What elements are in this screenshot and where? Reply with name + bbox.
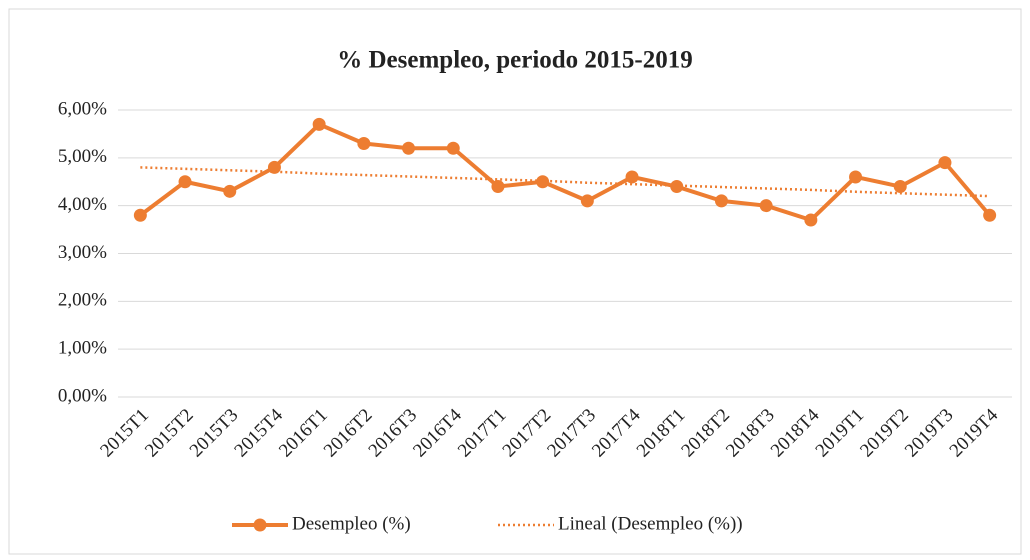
data-line xyxy=(139,122,992,223)
data-point xyxy=(312,117,326,131)
y-tick-label: 1,00% xyxy=(58,338,107,359)
data-point xyxy=(893,180,907,194)
y-tick-label: 2,00% xyxy=(58,290,107,311)
legend-label: Lineal (Desempleo (%)) xyxy=(558,513,743,534)
data-point xyxy=(536,175,550,189)
y-tick-label: 6,00% xyxy=(58,98,107,119)
y-tick-label: 4,00% xyxy=(58,194,107,215)
y-tick-label: 5,00% xyxy=(58,146,107,167)
data-point xyxy=(714,194,728,208)
data-point xyxy=(938,156,952,170)
data-point xyxy=(625,170,639,184)
data-point xyxy=(402,141,416,155)
data-point xyxy=(267,160,281,174)
data-point xyxy=(983,208,997,222)
chart-frame xyxy=(8,8,1022,555)
y-tick-label: 3,00% xyxy=(58,242,107,263)
data-point xyxy=(759,199,773,213)
chart-title: % Desempleo, periodo 2015-2019 xyxy=(337,47,693,74)
trend-line xyxy=(140,166,990,198)
data-point xyxy=(804,213,818,227)
data-point xyxy=(178,175,192,189)
data-point xyxy=(580,194,594,208)
legend-label: Desempleo (%) xyxy=(292,513,411,534)
data-point xyxy=(491,180,505,194)
legend-marker xyxy=(253,518,267,532)
data-point xyxy=(133,208,147,222)
data-point xyxy=(446,141,460,155)
data-point xyxy=(223,184,237,198)
data-point xyxy=(357,136,371,150)
data-point xyxy=(849,170,863,184)
y-tick-label: 0,00% xyxy=(58,385,107,406)
